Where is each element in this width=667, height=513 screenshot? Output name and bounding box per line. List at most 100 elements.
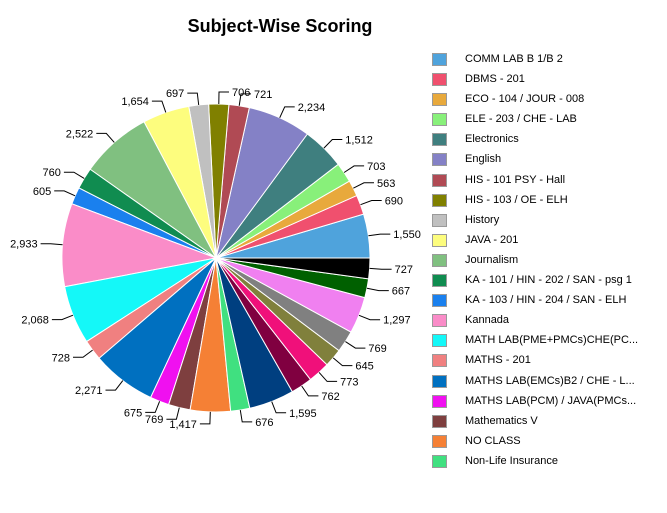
legend-swatch (432, 53, 447, 66)
slice-value-label: 1,417 (169, 419, 197, 431)
slice-value-label: 1,595 (289, 408, 317, 420)
slice-value-label: 2,271 (75, 385, 103, 397)
legend-item: Electronics (432, 130, 664, 150)
legend-item: History (432, 211, 664, 231)
slice-value-label: 697 (166, 88, 184, 100)
leader-line (323, 139, 343, 149)
leader-line (166, 407, 180, 420)
legend-swatch (432, 173, 447, 187)
legend-label: Kannada (465, 314, 510, 327)
slice-value-label: 760 (43, 167, 61, 179)
legend-label: NO CLASS (465, 434, 521, 447)
slice-value-label: 667 (392, 286, 410, 298)
legend-label: Electronics (465, 133, 519, 146)
legend-swatch (432, 354, 447, 368)
leader-line (187, 92, 200, 106)
slice-value-label: 1,297 (383, 315, 411, 327)
slice-value-label: 2,234 (298, 102, 326, 114)
legend-item: MATHS - 201 (432, 351, 664, 371)
legend-item: HIS - 101 PSY - Hall (432, 171, 664, 191)
leader-line (105, 380, 124, 391)
legend-item: Journalism (432, 251, 664, 271)
leader-line (54, 190, 76, 197)
legend-label: History (465, 213, 500, 226)
legend-label: Mathematics V (465, 414, 538, 427)
chart-title: Subject-Wise Scoring (187, 16, 373, 36)
slice-value-label: 769 (368, 343, 386, 355)
pie-slices (61, 103, 371, 413)
leader-line (96, 132, 115, 143)
leader-line (40, 243, 63, 246)
leader-line (218, 91, 229, 105)
slice-value-label: 1,512 (345, 135, 373, 147)
legend-item: MATHS LAB(EMCs)B2 / CHE - L... (432, 372, 664, 392)
legend-swatch (432, 93, 447, 107)
legend-label: DBMS - 201 (465, 73, 525, 86)
leader-line (279, 106, 295, 119)
legend-label: ELE - 203 / CHE - LAB (465, 113, 577, 126)
legend-label: MATHS LAB(PCM) / JAVA(PMCs... (465, 394, 637, 407)
legend-swatch (432, 193, 447, 207)
leader-line (51, 314, 74, 321)
legend-label: COMM LAB B 1/B 2 (465, 53, 563, 65)
legend-item: ECO - 104 / JOUR - 008 (432, 90, 664, 110)
leader-line (145, 401, 161, 413)
leader-line (369, 267, 392, 270)
slice-value-label: 703 (367, 161, 385, 173)
legend-item: DBMS - 201 (432, 70, 664, 90)
legend-item: HIS - 103 / OE - ELH (432, 191, 664, 211)
legend-swatch (432, 334, 447, 348)
leader-line (368, 233, 391, 237)
legend-item: Mathematics V (432, 412, 664, 432)
legend-swatch (432, 253, 447, 267)
legend-label: Journalism (465, 253, 519, 266)
leader-line (63, 171, 85, 179)
slice-value-label: 773 (340, 376, 358, 388)
legend-label: English (465, 153, 502, 166)
slice-value-label: 676 (255, 417, 273, 429)
legend-item: JAVA - 201 (432, 231, 664, 251)
slice-value-label: 769 (145, 414, 163, 426)
legend-swatch (432, 73, 447, 87)
legend-label: ECO - 104 / JOUR - 008 (465, 93, 585, 106)
legend-item: English (432, 150, 664, 170)
slice-value-label: 728 (52, 352, 70, 364)
leader-line (343, 165, 365, 173)
leader-line (239, 410, 253, 423)
legend-swatch (432, 374, 447, 388)
legend-swatch (432, 314, 447, 328)
pie-leader-lines (40, 91, 392, 425)
slice-value-label: 605 (33, 186, 51, 198)
legend-label: KA - 103 / HIN - 204 / SAN - ELH (465, 294, 627, 307)
slice-value-label: 762 (321, 391, 339, 403)
slice-value-label: 727 (395, 264, 413, 276)
slice-value-label: 721 (254, 89, 272, 101)
legend-label: MATHS - 201 (465, 354, 531, 367)
leader-line (271, 401, 287, 414)
leader-line (345, 341, 366, 349)
leader-line (199, 411, 211, 425)
legend-swatch (432, 153, 447, 167)
legend-swatch (432, 434, 447, 448)
pie-slice (61, 203, 218, 288)
legend-item: Kannada (432, 311, 664, 331)
leader-line (73, 349, 93, 358)
legend-item: MATH LAB(PME+PMCs)CHE(PC... (432, 331, 664, 351)
leader-line (353, 182, 374, 189)
legend-swatch (432, 394, 447, 408)
leader-line (301, 385, 319, 397)
legend-item: KA - 101 / HIN - 202 / SAN - psg 1 (432, 271, 664, 291)
slice-value-label: 2,933 (10, 239, 38, 251)
slice-value-label: 645 (355, 361, 373, 373)
slice-value-label: 1,654 (121, 96, 149, 108)
legend-swatch (432, 454, 447, 468)
leader-line (318, 372, 338, 382)
legend-swatch (432, 213, 447, 227)
slice-value-label: 1,550 (393, 229, 421, 241)
leader-line (358, 314, 381, 321)
legend-item: Non-Life Insurance (432, 452, 664, 472)
legend-label: KA - 101 / HIN - 202 / SAN - psg 1 (465, 274, 632, 287)
legend-swatch (432, 414, 447, 428)
slice-value-label: 690 (385, 196, 403, 208)
legend-item: ELE - 203 / CHE - LAB (432, 110, 664, 130)
